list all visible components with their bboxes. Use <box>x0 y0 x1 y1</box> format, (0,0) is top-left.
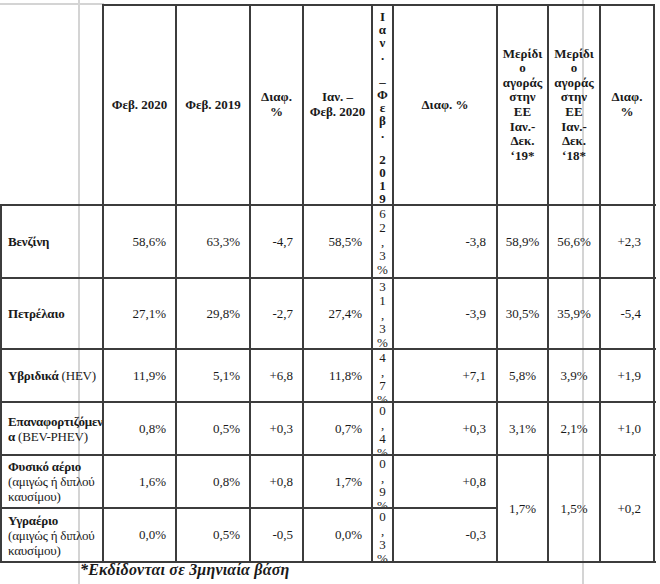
row-natural-gas-label: Φυσικό αέριο (αμιγώς ή διπλού καυσίμου) <box>1 456 102 507</box>
row-hybrid-feb2019: 5,1% <box>177 350 249 401</box>
page: { "table": { "headers": { "feb2020": "Φε… <box>0 0 660 584</box>
table-border-row <box>0 277 656 279</box>
row-natural-gas-feb2020: 1,6% <box>104 456 175 507</box>
header-feb-2019: Φεβ. 2019 <box>177 6 249 204</box>
table-border-left <box>0 204 2 563</box>
row-label-text: Πετρέλαιο <box>8 306 65 321</box>
row-diesel-janfeb2019: 3 1 , 3 % <box>373 279 392 348</box>
merged-eu18: 1,5% <box>549 456 599 561</box>
row-plugin-eu19: 3,1% <box>498 403 547 454</box>
table-border-col <box>599 4 601 563</box>
row-label-text: Φυσικό αέριο (αμιγώς ή διπλού καυσίμου) <box>8 459 95 504</box>
row-diesel-janfeb2020: 27,4% <box>304 279 371 348</box>
table-border-col <box>175 4 177 563</box>
header-jan-feb-2020: Ιαν. – Φεβ. 2020 <box>304 6 371 204</box>
table-border-col <box>371 4 373 563</box>
table-border-col <box>653 4 655 563</box>
row-plugin-label: Επαναφορτιζόμεν α (BEV-PHEV) <box>1 403 102 454</box>
row-hybrid-janfeb2020: 11,8% <box>304 350 371 401</box>
row-benzine-feb2020: 58,6% <box>104 206 175 277</box>
row-diesel-feb2020: 27,1% <box>104 279 175 348</box>
row-benzine-feb2019: 63,3% <box>177 206 249 277</box>
row-label-text: Υβριδικά (HEV) <box>8 368 96 383</box>
header-eu-share-19: Μερίδι ο αγοράς στην ΕΕ Ιαν.- Δεκ. ‘19* <box>498 6 547 204</box>
row-natural-gas-janfeb2019: 0 , 9 % <box>373 456 392 507</box>
table-border-bottom <box>0 561 656 563</box>
header-jan-feb-2019-vertical: Ι α ν . – Φ ε β . 2 0 1 9 <box>373 6 392 204</box>
table-border-col <box>302 4 304 563</box>
row-hybrid-janfeb2019: 4 , 7 % <box>373 350 392 401</box>
header-feb-2020: Φεβ. 2020 <box>104 6 175 204</box>
row-hybrid-diff2: +7,1 <box>394 350 496 401</box>
row-hybrid-eu19: 5,8% <box>498 350 547 401</box>
row-benzine-eu19: 58,9% <box>498 206 547 277</box>
table-border-col <box>547 4 549 563</box>
row-lpg-janfeb2019: 0 , 3 % <box>373 509 392 561</box>
row-lpg-diff1: -0,5 <box>251 509 302 561</box>
header-diff-pct-2: Διαφ. % <box>394 6 496 204</box>
row-natural-gas-diff1: +0,8 <box>251 456 302 507</box>
row-plugin-diff2: +0,3 <box>394 403 496 454</box>
row-diesel-diff1: -2,7 <box>251 279 302 348</box>
table-border-col <box>496 4 498 563</box>
row-plugin-janfeb2019: 0 , 4 % <box>373 403 392 454</box>
table-border-row <box>0 454 656 456</box>
row-diesel-eu19: 30,5% <box>498 279 547 348</box>
table-border-top <box>102 4 655 6</box>
row-natural-gas-feb2019: 0,8% <box>177 456 249 507</box>
row-benzine-diff1: -4,7 <box>251 206 302 277</box>
row-plugin-feb2019: 0,5% <box>177 403 249 454</box>
row-plugin-janfeb2020: 0,7% <box>304 403 371 454</box>
row-benzine-label: Βενζίνη <box>1 206 102 277</box>
row-natural-gas-janfeb2020: 1,7% <box>304 456 371 507</box>
row-lpg-feb2020: 0,0% <box>104 509 175 561</box>
row-diesel-diff3: -5,4 <box>601 279 653 348</box>
table-border-row <box>0 348 656 350</box>
row-plugin-diff1: +0,3 <box>251 403 302 454</box>
row-diesel-eu18: 35,9% <box>549 279 599 348</box>
row-diesel-label: Πετρέλαιο <box>1 279 102 348</box>
header-eu-share-18: Μερίδι ο αγοράς στην ΕΕ Ιαν.- Δεκ. ‘18* <box>549 6 599 204</box>
table-border-col <box>392 4 394 563</box>
row-label-text: Επαναφορτιζόμεν α (BEV-PHEV) <box>8 414 103 444</box>
row-diesel-feb2019: 29,8% <box>177 279 249 348</box>
row-benzine-diff2: -3,8 <box>394 206 496 277</box>
row-hybrid-diff3: +1,9 <box>601 350 653 401</box>
table-border-row <box>0 204 656 206</box>
header-diff-pct-3: Διαφ. % <box>601 6 653 204</box>
table-border-col <box>102 4 104 563</box>
row-plugin-eu18: 2,1% <box>549 403 599 454</box>
row-lpg-janfeb2020: 0,0% <box>304 509 371 561</box>
row-lpg-feb2019: 0,5% <box>177 509 249 561</box>
header-diff-pct-1: Διαφ. % <box>251 6 302 204</box>
row-label-text: Βενζίνη <box>8 234 49 249</box>
row-diesel-diff2: -3,9 <box>394 279 496 348</box>
row-benzine-janfeb2020: 58,5% <box>304 206 371 277</box>
row-benzine-eu18: 56,6% <box>549 206 599 277</box>
row-hybrid-diff1: +6,8 <box>251 350 302 401</box>
row-hybrid-feb2020: 11,9% <box>104 350 175 401</box>
row-lpg-label: Υγραέριο (αμιγώς ή διπλού καυσίμου) <box>1 509 102 561</box>
row-natural-gas-diff2: +0,8 <box>394 456 496 507</box>
table-border-row <box>0 401 656 403</box>
table-border-col <box>249 4 251 563</box>
row-hybrid-eu18: 3,9% <box>549 350 599 401</box>
row-benzine-diff3: +2,3 <box>601 206 653 277</box>
row-lpg-diff2: -0,3 <box>394 509 496 561</box>
row-hybrid-label: Υβριδικά (HEV) <box>1 350 102 401</box>
merged-eu19: 1,7% <box>498 456 547 561</box>
footnote: *Εκδίδονται σε 3μηνιαία βάση <box>80 561 290 579</box>
row-plugin-diff3: +1,0 <box>601 403 653 454</box>
row-benzine-janfeb2019: 6 2 , 3 % <box>373 206 392 277</box>
merged-diff3: +0,2 <box>601 456 653 561</box>
row-label-text: Υγραέριο (αμιγώς ή διπλού καυσίμου) <box>8 513 95 558</box>
page-gridline-horizontal-top <box>0 3 104 5</box>
row-plugin-feb2020: 0,8% <box>104 403 175 454</box>
